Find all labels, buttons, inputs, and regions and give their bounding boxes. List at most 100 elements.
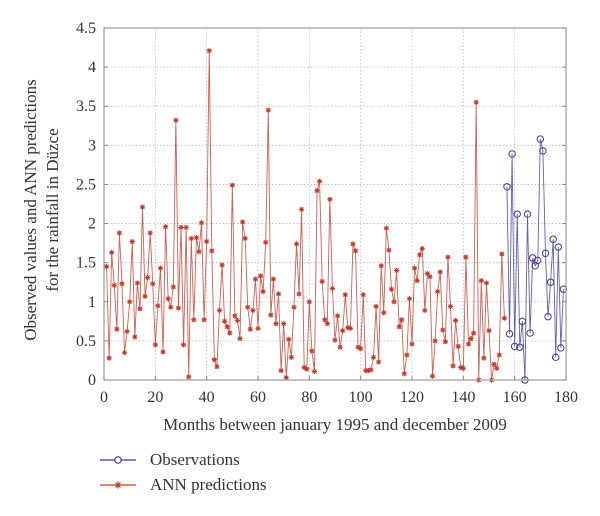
data-point [554, 243, 562, 251]
data-point [409, 341, 415, 347]
data-point [478, 278, 484, 284]
data-point [293, 241, 300, 247]
data-point [350, 241, 356, 247]
legend-item-ann-predictions: ANN predictions [100, 472, 267, 497]
data-point [150, 281, 156, 287]
data-point [281, 321, 287, 327]
data-point [160, 349, 166, 355]
data-point [471, 330, 477, 336]
data-point [288, 354, 294, 360]
data-point [250, 307, 256, 313]
data-point [417, 252, 423, 258]
y-tick-label: 2.5 [76, 176, 96, 193]
data-point [394, 267, 400, 274]
data-point [188, 235, 194, 242]
data-point [301, 364, 307, 371]
data-point [340, 328, 346, 334]
x-tick-label: 80 [301, 389, 317, 406]
data-point [491, 361, 497, 367]
y-tick-label: 2 [88, 216, 96, 233]
data-point [440, 327, 446, 333]
data-point [183, 224, 189, 231]
x-tick-label: 140 [451, 389, 475, 406]
data-point [260, 289, 266, 295]
data-point [510, 342, 519, 351]
data-point [155, 303, 161, 309]
data-point [204, 238, 210, 245]
data-point [358, 346, 364, 352]
data-point [396, 324, 402, 330]
data-point [309, 348, 315, 354]
data-point [463, 254, 469, 260]
x-tick-label: 120 [400, 389, 424, 406]
data-point [219, 262, 225, 268]
data-point [116, 230, 122, 236]
data-point [201, 317, 207, 323]
data-point [214, 364, 220, 370]
data-point [263, 239, 269, 245]
data-point [106, 355, 112, 361]
data-point [419, 245, 425, 252]
data-point [317, 178, 323, 184]
data-point [355, 344, 361, 350]
data-point [247, 326, 253, 332]
data-point [370, 354, 377, 360]
data-point [483, 280, 490, 286]
data-point [376, 359, 382, 365]
data-point [147, 230, 153, 236]
legend-item-observations: Observations [100, 447, 267, 472]
data-point [275, 291, 282, 297]
data-point [411, 265, 418, 271]
data-point [304, 366, 310, 372]
data-point [381, 310, 387, 316]
data-point [523, 210, 532, 218]
y-tick-label: 4.5 [76, 20, 96, 37]
data-point [345, 324, 351, 331]
data-point [134, 280, 140, 286]
y-tick-label: 3 [88, 137, 96, 154]
data-point [458, 364, 464, 371]
data-point [111, 282, 117, 288]
data-point [170, 284, 176, 290]
y-tick-label: 4 [88, 59, 96, 76]
x-tick-label: 0 [100, 389, 108, 406]
data-point [552, 353, 560, 362]
series-layer [103, 48, 568, 384]
data-point [193, 235, 199, 241]
data-point [137, 306, 143, 312]
legend-label: Observations [150, 449, 240, 469]
data-point [227, 330, 233, 336]
data-point [314, 188, 320, 194]
data-point [437, 269, 443, 275]
data-point [473, 99, 479, 105]
x-tick-label: 180 [554, 389, 578, 406]
data-point [541, 249, 550, 257]
x-tick-label: 40 [199, 389, 215, 406]
data-point [121, 350, 128, 356]
data-point [499, 251, 505, 257]
data-point [209, 248, 215, 254]
data-point [526, 329, 534, 337]
x-tick-label: 100 [349, 389, 373, 406]
data-point [252, 276, 259, 282]
data-point [119, 281, 125, 287]
data-point [291, 304, 297, 310]
y-axis-label-line1: Observed values and ANN predictions [21, 79, 40, 341]
data-point [347, 325, 353, 331]
data-point [447, 303, 454, 310]
data-point [453, 317, 459, 324]
series-observations [503, 135, 568, 384]
data-point [450, 363, 456, 369]
data-point [442, 339, 448, 345]
data-point [270, 276, 276, 282]
y-tick-label: 3.5 [76, 98, 96, 115]
x-tick-label: 160 [503, 389, 527, 406]
data-point [127, 299, 133, 305]
plot-frame [103, 27, 567, 381]
data-point [391, 299, 397, 305]
data-point [109, 249, 115, 256]
data-point [196, 249, 202, 255]
data-point [494, 365, 500, 371]
data-point [124, 328, 130, 335]
data-point [142, 293, 148, 299]
